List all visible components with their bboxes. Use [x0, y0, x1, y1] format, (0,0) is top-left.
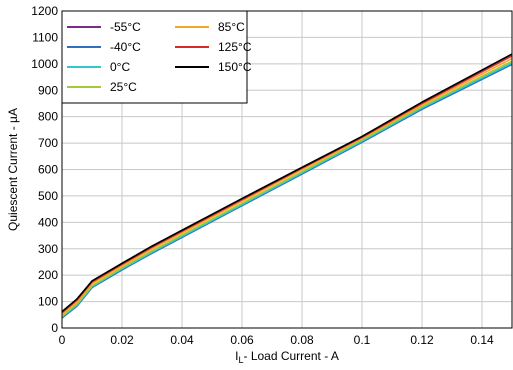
legend-label: 125°C [218, 40, 252, 54]
legend-label: 25°C [110, 80, 137, 94]
x-axis-title-sub: L [238, 355, 243, 365]
x-tick-label: 0 [59, 333, 66, 347]
y-tick-label: 500 [38, 189, 58, 203]
series-line [61, 53, 513, 313]
x-tick-label: 0.12 [410, 333, 434, 347]
y-tick-label: 1100 [32, 30, 58, 44]
legend-label: -55°C [110, 20, 141, 34]
x-tick-label: 0.08 [290, 333, 314, 347]
y-tick-label: 0 [51, 321, 58, 335]
legend-label: -40°C [110, 40, 141, 54]
y-tick-label: 600 [38, 163, 58, 177]
legend-label: 150°C [218, 60, 252, 74]
x-tick-label: 0.04 [170, 333, 194, 347]
y-tick-label: 100 [38, 295, 58, 309]
x-axis-title: IL- Load Current - A [235, 349, 339, 365]
series-line [61, 57, 513, 315]
series-line [61, 60, 513, 317]
x-tick-label: 0.06 [230, 333, 254, 347]
y-axis-title: Quiescent Current - µA [6, 108, 20, 231]
x-tick-labels: 0 0.02 0.04 0.06 0.08 0.1 0.12 0.14 [59, 333, 494, 347]
series-lines [61, 53, 513, 319]
x-axis-title-rest: - Load Current - A [243, 349, 338, 363]
y-tick-label: 800 [38, 110, 58, 124]
legend-label: 85°C [218, 20, 245, 34]
y-tick-label: 1000 [31, 57, 58, 71]
x-axis-title-main: I [235, 349, 238, 363]
y-tick-label: 1200 [31, 4, 58, 18]
legend-label: 0°C [110, 60, 130, 74]
y-tick-label: 900 [38, 83, 58, 97]
y-tick-label: 400 [38, 215, 58, 229]
y-tick-label: 200 [38, 268, 58, 282]
y-tick-label: 700 [38, 136, 58, 150]
y-tick-label: 300 [38, 242, 58, 256]
y-tick-labels: 0 100 200 300 400 500 600 700 800 900 1000 1100 1200 [31, 4, 58, 335]
x-tick-label: 0.02 [110, 333, 134, 347]
plot-frame [61, 10, 513, 329]
legend: -55°C -40°C 0°C 25°C 85°C 125°C 150°C [61, 10, 252, 104]
x-tick-label: 0.1 [354, 333, 371, 347]
x-tick-label: 0.14 [470, 333, 494, 347]
